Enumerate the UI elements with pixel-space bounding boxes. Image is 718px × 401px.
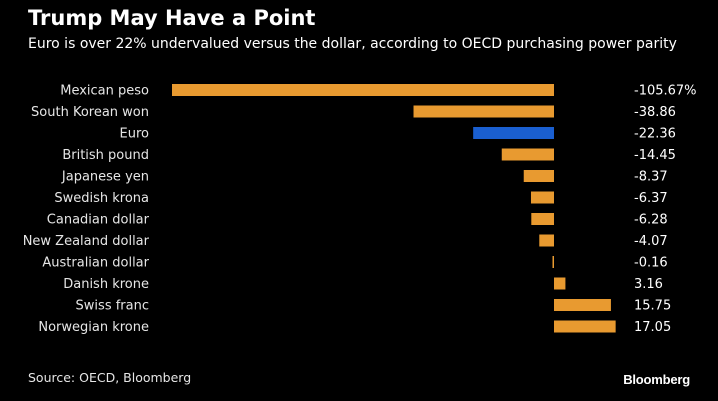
- category-label-australian-dollar: Australian dollar: [42, 256, 149, 271]
- bar-swedish-krona: [530, 191, 554, 204]
- bar-new-zealand-dollar: [539, 234, 554, 247]
- category-label-swedish-krona: Swedish krona: [54, 191, 149, 206]
- value-label-euro: -22.36: [634, 127, 676, 142]
- chart-subtitle: Euro is over 22% undervalued versus the …: [28, 36, 677, 52]
- bar-euro: [473, 127, 554, 139]
- category-label-canadian-dollar: Canadian dollar: [47, 213, 150, 228]
- bar-japanese-yen: [523, 170, 554, 182]
- category-label-mexican-peso: Mexican peso: [60, 84, 149, 99]
- value-label-south-korean-won: -38.86: [634, 105, 676, 120]
- chart-title: Trump May Have a Point: [28, 6, 316, 30]
- bar-danish-krone: [554, 277, 566, 290]
- bar-british-pound: [501, 148, 554, 161]
- value-label-swedish-krona: -6.37: [634, 191, 668, 206]
- value-label-new-zealand-dollar: -4.07: [634, 234, 668, 249]
- value-label-swiss-franc: 15.75: [634, 299, 671, 314]
- bar-canadian-dollar: [531, 213, 554, 225]
- category-label-british-pound: British pound: [62, 148, 149, 163]
- category-label-japanese-yen: Japanese yen: [61, 170, 149, 185]
- category-label-swiss-franc: Swiss franc: [76, 299, 149, 314]
- source-note: Source: OECD, Bloomberg: [28, 370, 192, 385]
- bar-swiss-franc: [554, 299, 611, 311]
- value-label-japanese-yen: -8.37: [634, 170, 668, 185]
- bar-mexican-peso: [172, 84, 554, 96]
- category-label-south-korean-won: South Korean won: [31, 105, 149, 120]
- bloomberg-logo: Bloomberg: [623, 372, 690, 387]
- value-label-british-pound: -14.45: [634, 148, 676, 163]
- category-label-new-zealand-dollar: New Zealand dollar: [23, 234, 150, 249]
- bar-australian-dollar: [552, 256, 554, 268]
- bar-norwegian-krone: [554, 320, 616, 333]
- value-label-danish-krone: 3.16: [634, 277, 663, 292]
- bar-south-korean-won: [413, 105, 554, 118]
- category-label-danish-krone: Danish krone: [63, 277, 149, 292]
- value-label-mexican-peso: -105.67%: [634, 84, 697, 99]
- value-label-canadian-dollar: -6.28: [634, 213, 668, 228]
- value-label-norwegian-krone: 17.05: [634, 320, 671, 335]
- category-label-norwegian-krone: Norwegian krone: [38, 320, 149, 335]
- category-label-euro: Euro: [120, 127, 150, 142]
- value-label-australian-dollar: -0.16: [634, 256, 668, 271]
